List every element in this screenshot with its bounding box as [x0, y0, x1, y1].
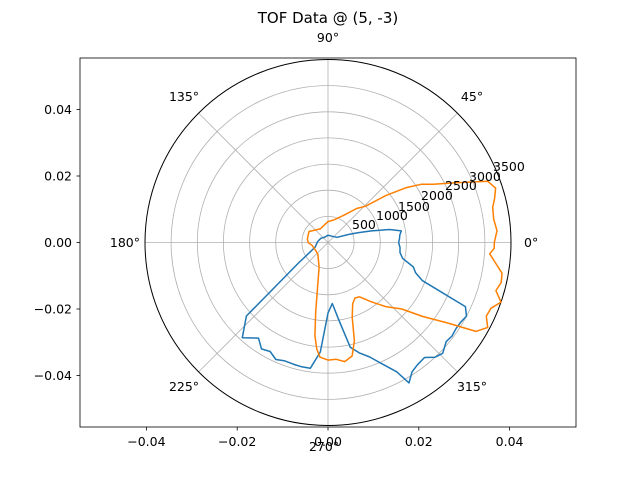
angle-label: 225° [169, 379, 199, 394]
x-tick-label: −0.02 [218, 434, 256, 449]
series-line-2 [306, 180, 503, 363]
x-tick-label: 0.02 [405, 434, 433, 449]
cartesian-x-ticks: −0.04 −0.02 0.00 0.02 0.04 [127, 427, 524, 449]
polar-angle-labels: 0° 45° 90° 135° 180° 225° 270° 315° [110, 30, 538, 454]
radial-tick-label: 1500 [398, 199, 430, 214]
y-tick-label: 0.00 [44, 235, 72, 250]
polar-radial-labels: 500 1000 1500 2000 2500 3000 3500 [352, 159, 525, 232]
polar-grid-spokes [145, 59, 511, 426]
angle-label: 315° [457, 379, 487, 394]
y-tick-label: −0.02 [34, 302, 72, 317]
x-tick-label: 0.04 [496, 434, 524, 449]
radial-tick-label: 2500 [445, 178, 477, 193]
radial-tick-label: 2000 [421, 188, 453, 203]
radial-tick-label: 500 [352, 217, 376, 232]
radial-tick-label: 1000 [376, 208, 408, 223]
radial-tick-label: 3000 [469, 169, 501, 184]
angle-label: 180° [110, 235, 140, 250]
radial-tick-label: 3500 [493, 159, 525, 174]
angle-label: 135° [169, 89, 199, 104]
y-tick-label: 0.02 [44, 169, 72, 184]
series-line-1 [241, 228, 468, 384]
polar-outer-boundary [144, 59, 512, 426]
angle-label: 90° [317, 30, 339, 45]
angular-grid-line [198, 112, 329, 243]
x-tick-label: −0.04 [127, 434, 165, 449]
polar-data-series [241, 180, 503, 384]
y-tick-label: 0.04 [44, 102, 72, 117]
angular-grid-line [198, 242, 329, 373]
chart-title: TOF Data @ (5, -3) [257, 9, 398, 27]
x-tick-label: 0.00 [314, 434, 342, 449]
y-tick-label: −0.04 [34, 368, 72, 383]
angular-grid-line [327, 112, 458, 243]
angle-label: 270° [309, 439, 339, 454]
cartesian-y-ticks: 0.04 0.02 0.00 −0.02 −0.04 [34, 102, 80, 383]
angle-label: 45° [461, 89, 483, 104]
angle-label: 0° [524, 235, 538, 250]
